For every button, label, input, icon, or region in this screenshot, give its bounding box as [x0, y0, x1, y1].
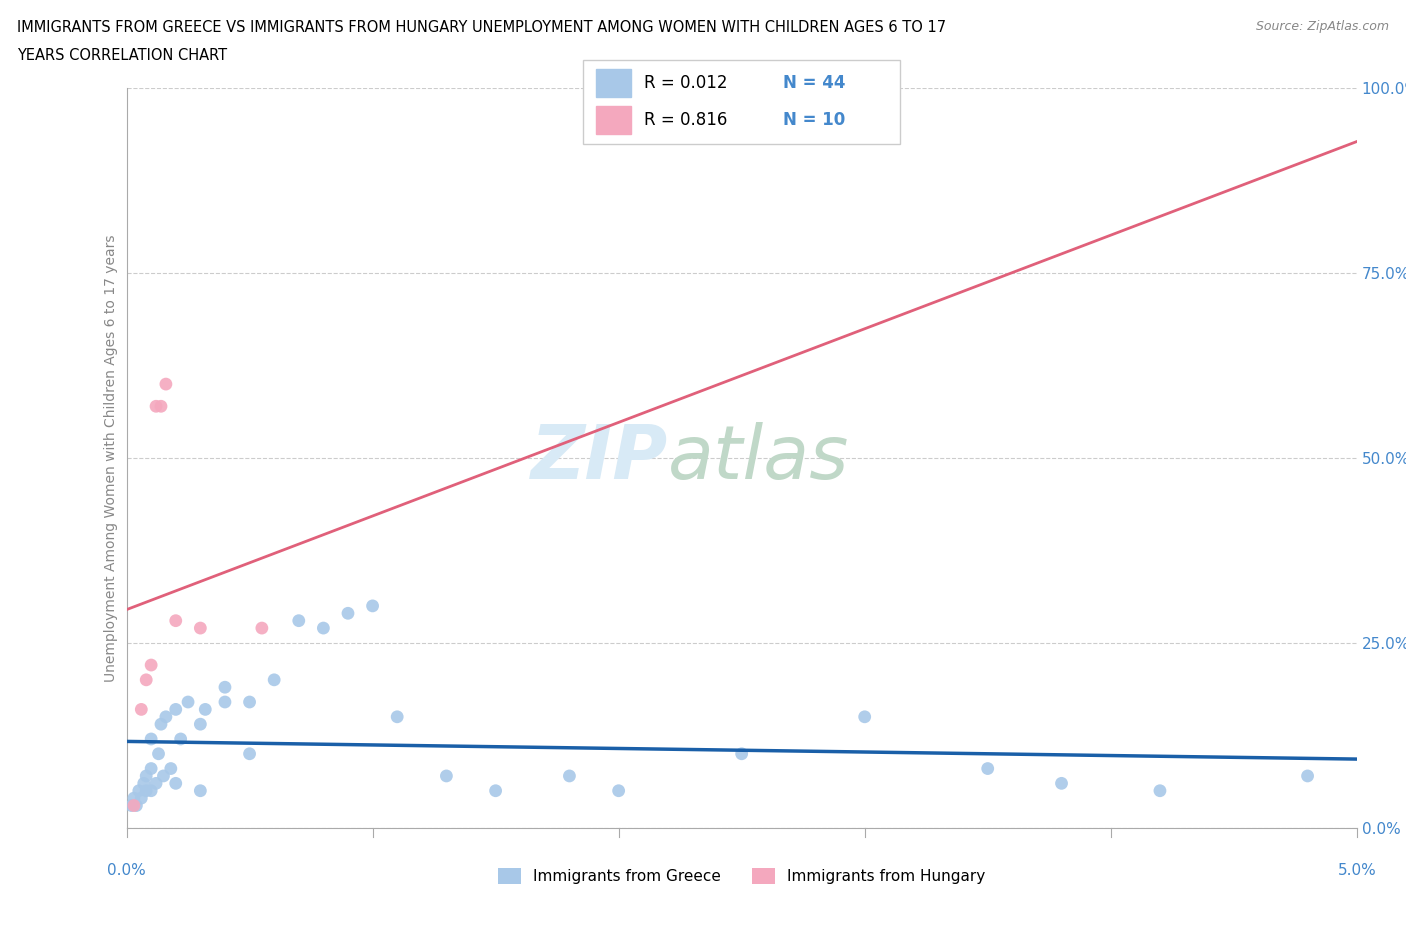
Point [135, 672, 157, 687]
Point [188, 783, 211, 798]
Point [160, 761, 183, 776]
Point [165, 702, 187, 717]
Legend: Immigrants from Greece, Immigrants from Hungary: Immigrants from Greece, Immigrants from … [492, 862, 991, 890]
Point [558, 768, 581, 783]
Point [141, 658, 162, 672]
Bar [596, 106, 631, 134]
Point [287, 613, 309, 628]
Point [169, 732, 191, 747]
Point [1050, 776, 1073, 790]
Point [145, 399, 167, 414]
Point [135, 783, 157, 798]
Point [120, 798, 143, 813]
Point [484, 783, 508, 798]
Point [976, 761, 998, 776]
Point [148, 746, 170, 761]
Point [177, 695, 200, 710]
Point [135, 768, 157, 783]
Text: atlas: atlas [668, 422, 849, 494]
Point [194, 702, 217, 717]
Text: R = 0.012: R = 0.012 [644, 74, 727, 92]
Point [152, 768, 174, 783]
Point [337, 605, 360, 620]
Text: N = 44: N = 44 [783, 74, 845, 92]
Point [122, 798, 145, 813]
Point [188, 717, 211, 732]
Text: N = 10: N = 10 [783, 111, 845, 129]
Bar [596, 69, 631, 98]
Point [122, 790, 145, 805]
Point [250, 620, 273, 635]
Point [188, 620, 211, 635]
Point [1296, 768, 1319, 783]
Point [607, 783, 630, 798]
Point [214, 680, 236, 695]
Point [155, 377, 177, 392]
Text: R = 0.816: R = 0.816 [644, 111, 727, 129]
Point [361, 599, 384, 614]
Point [125, 798, 148, 813]
Point [436, 768, 458, 783]
Text: Source: ZipAtlas.com: Source: ZipAtlas.com [1256, 20, 1389, 33]
Point [239, 695, 262, 710]
Point [128, 783, 150, 798]
Point [1149, 783, 1171, 798]
Text: 0.0%: 0.0% [107, 863, 146, 878]
Point [214, 695, 236, 710]
Text: YEARS CORRELATION CHART: YEARS CORRELATION CHART [17, 48, 226, 63]
FancyBboxPatch shape [583, 60, 900, 144]
Point [155, 710, 177, 724]
Point [145, 776, 167, 790]
Point [150, 399, 172, 414]
Point [141, 783, 162, 798]
Text: ZIP: ZIP [530, 421, 668, 495]
Point [312, 620, 335, 635]
Text: 5.0%: 5.0% [1337, 863, 1376, 878]
Point [853, 710, 876, 724]
Point [129, 702, 153, 717]
Point [129, 790, 153, 805]
Point [132, 776, 155, 790]
Point [165, 613, 187, 628]
Point [239, 746, 262, 761]
Point [165, 776, 187, 790]
Point [141, 732, 162, 747]
Point [150, 717, 172, 732]
Y-axis label: Unemployment Among Women with Children Ages 6 to 17 years: Unemployment Among Women with Children A… [104, 234, 118, 682]
Point [385, 710, 408, 724]
Point [731, 746, 754, 761]
Point [141, 761, 162, 776]
Text: IMMIGRANTS FROM GREECE VS IMMIGRANTS FROM HUNGARY UNEMPLOYMENT AMONG WOMEN WITH : IMMIGRANTS FROM GREECE VS IMMIGRANTS FRO… [17, 20, 946, 35]
Point [263, 672, 285, 687]
